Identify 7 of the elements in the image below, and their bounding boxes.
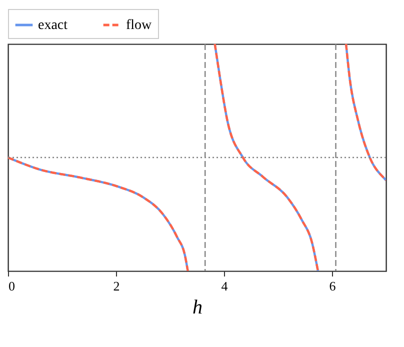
x-tick-label: 4 [221, 278, 228, 294]
x-tick-label: 6 [329, 278, 336, 294]
x-tick-label: 2 [113, 278, 120, 294]
legend-label: flow [126, 18, 153, 33]
legend-label: exact [38, 18, 68, 33]
x-axis-title: h [192, 296, 202, 318]
x-tick-label: 0 [8, 278, 15, 294]
